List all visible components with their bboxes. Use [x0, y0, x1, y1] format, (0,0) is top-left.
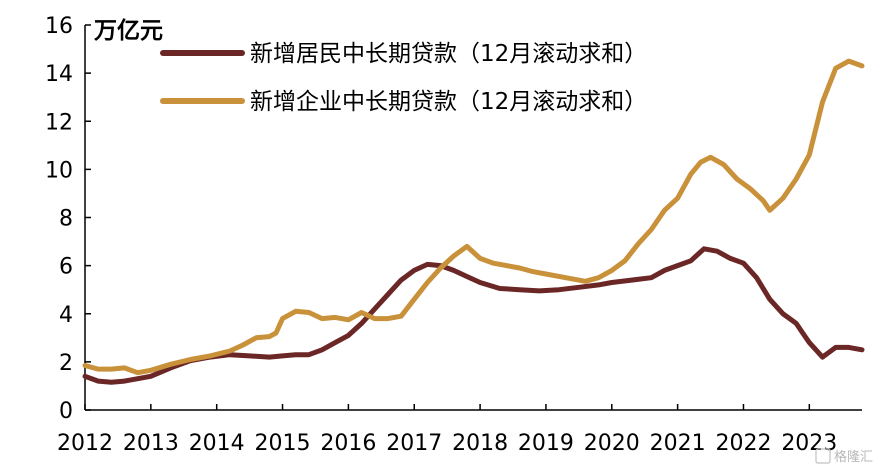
x-tick-label: 2023: [781, 431, 837, 456]
x-tick-label: 2015: [255, 431, 311, 456]
x-tick-label: 2013: [123, 431, 179, 456]
y-tick-label: 8: [59, 207, 73, 232]
legend-label-1: 新增居民中长期贷款（12月滚动求和）: [250, 41, 647, 67]
series-line-1: [82, 246, 865, 385]
series-line-2: [82, 58, 865, 376]
y-tick-label: 14: [45, 62, 73, 87]
x-tick-label: 2020: [584, 431, 640, 456]
y-tick-label: 10: [45, 158, 73, 183]
watermark-text: 格隆汇: [834, 449, 873, 465]
chart-plot-area: [82, 58, 865, 385]
legend-label-2: 新增企业中长期贷款（12月滚动求和）: [250, 89, 647, 115]
y-tick-label: 0: [59, 399, 73, 424]
x-tick-label: 2022: [715, 431, 771, 456]
y-tick-label: 2: [59, 351, 73, 376]
x-tick-label: 2017: [386, 431, 442, 456]
chart-legend: 新增居民中长期贷款（12月滚动求和） 新增企业中长期贷款（12月滚动求和）: [160, 41, 647, 115]
y-tick-label: 4: [59, 303, 73, 328]
y-axis-unit-label: 万亿元: [94, 18, 163, 44]
x-tick-label: 2016: [320, 431, 376, 456]
watermark-logo-icon: [815, 448, 831, 464]
watermark: 格隆汇: [815, 448, 873, 465]
y-tick-label: 6: [59, 255, 73, 280]
y-tick-label: 12: [45, 110, 73, 135]
x-tick-label: 2021: [650, 431, 706, 456]
chart-axes: 0 2 4 6 8 10 12 14 16 2012 2013 2014 2015 2016 2017 201…: [45, 14, 862, 456]
y-tick-label: 16: [45, 14, 73, 39]
x-tick-label: 2018: [452, 431, 508, 456]
x-tick-label: 2014: [189, 431, 245, 456]
x-tick-label: 2019: [518, 431, 574, 456]
x-tick-label: 2012: [57, 431, 113, 456]
